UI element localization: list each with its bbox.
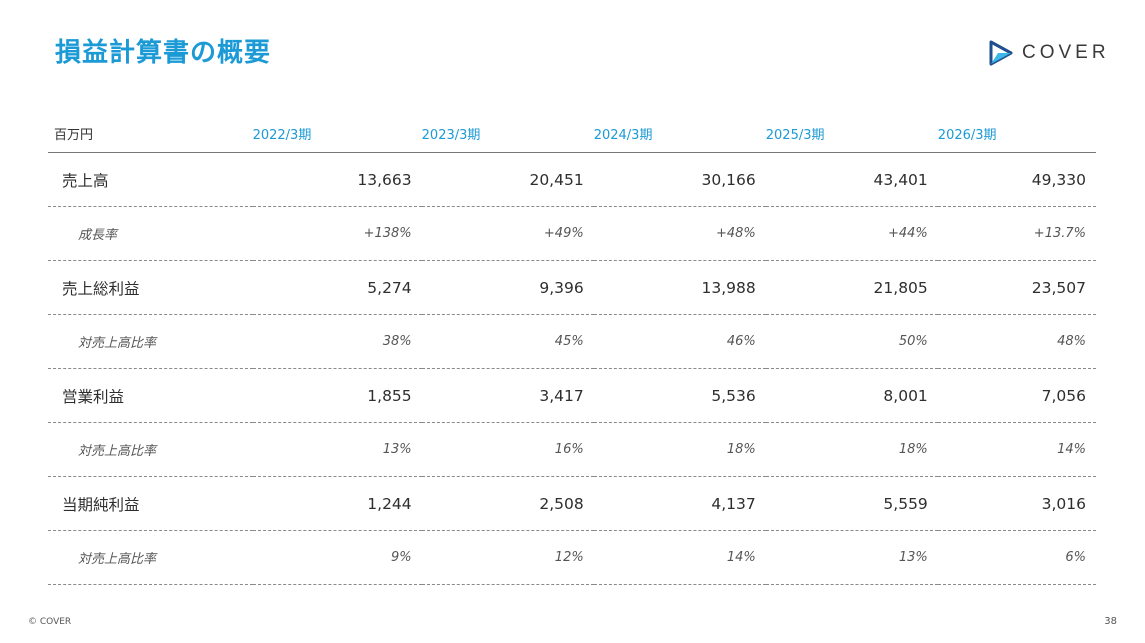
logo-text: COVER: [1022, 42, 1110, 63]
table-cell: +44%: [765, 206, 938, 261]
table-row: 当期純利益 1,244 2,508 4,137 5,559 3,016: [48, 476, 1096, 531]
row-label: 対売上高比率: [48, 530, 253, 585]
table-cell: 38%: [252, 314, 422, 369]
row-label: 営業利益: [48, 368, 253, 423]
unit-label: 百万円: [48, 115, 253, 153]
table-cell: 13%: [252, 422, 422, 477]
table-cell: 13,663: [252, 152, 422, 207]
row-label: 当期純利益: [48, 476, 253, 531]
income-statement-table: 百万円 2022/3期 2023/3期 2024/3期 2025/3期 2026…: [48, 115, 1096, 585]
table-subrow: 成長率 +138% +49% +48% +44% +13.7%: [48, 206, 1096, 261]
table-cell: 16%: [421, 422, 594, 477]
table-cell: 13%: [765, 530, 938, 585]
cover-logo: COVER: [988, 40, 1110, 66]
table-cell: 43,401: [765, 152, 938, 207]
table-cell: 30,166: [593, 152, 766, 207]
table-cell: 5,536: [593, 368, 766, 423]
table-cell: 23,507: [937, 260, 1096, 315]
row-label: 対売上高比率: [48, 314, 253, 369]
table-cell: 46%: [593, 314, 766, 369]
table-row: 営業利益 1,855 3,417 5,536 8,001 7,056: [48, 368, 1096, 423]
row-label: 売上高: [48, 152, 253, 207]
table-subrow: 対売上高比率 38% 45% 46% 50% 48%: [48, 314, 1096, 369]
table-header-row: 百万円 2022/3期 2023/3期 2024/3期 2025/3期 2026…: [48, 115, 1096, 153]
table-cell: 1,244: [252, 476, 422, 531]
row-label: 売上総利益: [48, 260, 253, 315]
table-cell: 8,001: [765, 368, 938, 423]
table-cell: 9%: [252, 530, 422, 585]
table-cell: 50%: [765, 314, 938, 369]
year-header: 2022/3期: [252, 115, 422, 153]
table-subrow: 対売上高比率 13% 16% 18% 18% 14%: [48, 422, 1096, 477]
table-cell: 13,988: [593, 260, 766, 315]
year-header: 2023/3期: [421, 115, 594, 153]
page-number: 38: [1104, 616, 1117, 627]
table-cell: 48%: [937, 314, 1096, 369]
table-cell: 14%: [593, 530, 766, 585]
play-triangle-icon: [989, 40, 1013, 66]
row-label: 対売上高比率: [48, 422, 253, 477]
table-cell: 21,805: [765, 260, 938, 315]
table-cell: 3,417: [421, 368, 594, 423]
table-cell: 3,016: [937, 476, 1096, 531]
table-cell: +13.7%: [937, 206, 1096, 261]
table-cell: 7,056: [937, 368, 1096, 423]
table-cell: 18%: [593, 422, 766, 477]
table-cell: 49,330: [937, 152, 1096, 207]
slide-title: 損益計算書の概要: [55, 38, 272, 68]
table-cell: 6%: [937, 530, 1096, 585]
table-cell: 4,137: [593, 476, 766, 531]
table-cell: +138%: [252, 206, 422, 261]
table-cell: 9,396: [421, 260, 594, 315]
year-header: 2024/3期: [593, 115, 766, 153]
table-cell: 5,559: [765, 476, 938, 531]
table-cell: 12%: [421, 530, 594, 585]
table-cell: 45%: [421, 314, 594, 369]
year-header: 2026/3期: [937, 115, 1096, 153]
table-row: 売上高 13,663 20,451 30,166 43,401 49,330: [48, 152, 1096, 207]
table-cell: 5,274: [252, 260, 422, 315]
row-label: 成長率: [48, 206, 253, 261]
year-header: 2025/3期: [765, 115, 938, 153]
table-cell: 2,508: [421, 476, 594, 531]
table-cell: 20,451: [421, 152, 594, 207]
table-cell: +49%: [421, 206, 594, 261]
table-row: 売上総利益 5,274 9,396 13,988 21,805 23,507: [48, 260, 1096, 315]
table-cell: +48%: [593, 206, 766, 261]
copyright: © COVER: [28, 617, 72, 627]
table-cell: 1,855: [252, 368, 422, 423]
table-subrow: 対売上高比率 9% 12% 14% 13% 6%: [48, 530, 1096, 585]
table-cell: 18%: [765, 422, 938, 477]
table-cell: 14%: [937, 422, 1096, 477]
